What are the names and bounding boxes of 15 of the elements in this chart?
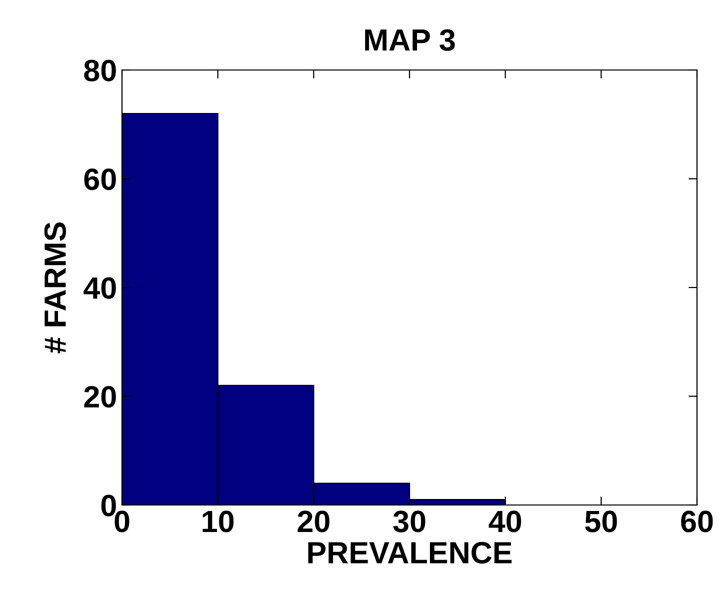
x-tick-label: 40 (488, 510, 522, 532)
x-tick-label: 30 (393, 510, 426, 532)
y-tick-label: 80 (84, 60, 116, 82)
chart-title: MAP 3 (365, 29, 455, 51)
x-tick-label: 20 (298, 510, 330, 532)
x-tick-label: 60 (681, 510, 713, 532)
x-axis-title: PREVALENCE (308, 542, 512, 564)
y-tick-label: 60 (84, 168, 116, 190)
x-tick-label: 10 (202, 510, 234, 532)
y-tick-label: 40 (84, 277, 116, 299)
y-tick-label: 0 (101, 494, 116, 516)
y-tick-label: 20 (84, 386, 116, 408)
y-axis-title: # FARMS (44, 222, 66, 354)
x-tick-label: 0 (114, 510, 130, 532)
x-tick-label: 50 (585, 510, 617, 532)
